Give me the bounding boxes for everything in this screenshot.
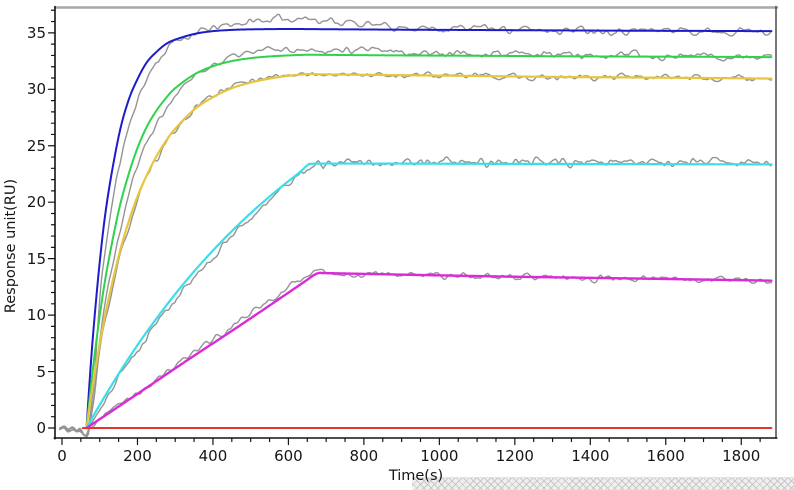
y-axis-title: Response unit(RU) [3, 178, 19, 314]
hatched-texture-band [412, 477, 794, 490]
x-axis-title: Time(s) [388, 468, 444, 484]
